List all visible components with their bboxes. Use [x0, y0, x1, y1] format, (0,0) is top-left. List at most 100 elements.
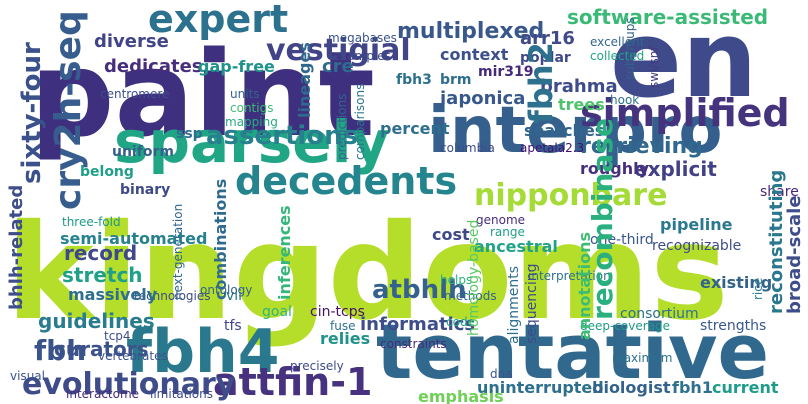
- word-interpro: interpro: [428, 94, 722, 168]
- word-recognizable: recognizable: [652, 238, 741, 254]
- word-technologies: technologies: [134, 289, 211, 303]
- word-atbhlh: atbhlh: [372, 275, 467, 305]
- word-context: context: [440, 45, 509, 64]
- word-explicit: explicit: [634, 157, 717, 181]
- word-megabases: megabases: [328, 31, 397, 45]
- word-brahma: brahma: [540, 76, 618, 97]
- word-curators: curators: [54, 337, 149, 361]
- word-units: units: [230, 87, 260, 101]
- word-attfin-1: attfin-1: [213, 360, 372, 404]
- word-sparsely: sparsely: [114, 108, 389, 176]
- word-share: share: [760, 184, 799, 200]
- word-dna: dna: [490, 367, 513, 381]
- word-semi-automated: semi-automated: [60, 229, 207, 248]
- word-sequencing: sequencing: [524, 264, 540, 345]
- word-cost: cost: [432, 225, 470, 244]
- word-broad-scale: broad-scale: [784, 195, 805, 314]
- word-simplified: simplified: [580, 91, 790, 135]
- word-ancestral: ancestral: [474, 237, 558, 256]
- word-diverse: diverse: [94, 31, 169, 52]
- word-predictions: predictions: [335, 94, 349, 160]
- word-ssp: ssp: [176, 126, 203, 142]
- word-annotations: annotations: [575, 232, 594, 340]
- word-vertebrates: vertebrates: [98, 349, 168, 363]
- word-maximum: maximum: [612, 351, 672, 365]
- word-binary: binary: [120, 182, 170, 198]
- word-cin-tcps: cin-tcps: [310, 304, 365, 320]
- word-fbh3: fbh3: [396, 72, 432, 88]
- word-inferences: inferences: [275, 205, 294, 300]
- word-precisely: precisely: [290, 359, 344, 373]
- word-retrieving: retrieving: [580, 134, 703, 159]
- word-bhlh-related: bhlh-related: [6, 185, 27, 310]
- word-rice: rice: [751, 278, 765, 300]
- word-percent: percent: [380, 119, 450, 138]
- word-belong: belong: [80, 164, 134, 180]
- word-genome: genome: [476, 213, 525, 227]
- word-one-third: one-third: [590, 232, 654, 248]
- word-goal: goal: [262, 304, 292, 320]
- word-sixty-four: sixty-four: [17, 42, 47, 184]
- word-uninterrupted: uninterrupted: [477, 378, 604, 397]
- word-biologist: biologist: [592, 378, 671, 397]
- word-ontology: ontology: [200, 283, 252, 297]
- word-tfs: tfs: [224, 318, 242, 334]
- word-nipponbare: nipponbare: [474, 178, 667, 213]
- word-limitations: limitations: [150, 387, 213, 401]
- word-software-assisted: software-assisted: [567, 5, 768, 29]
- word-visual: visual: [10, 369, 45, 383]
- word-fbh2: fbh2: [522, 42, 560, 124]
- word-hook: hook: [610, 93, 639, 107]
- word-current: current: [712, 378, 779, 397]
- word-homology-based: homology-based: [466, 220, 482, 336]
- word-excellent: excellent: [590, 35, 645, 49]
- word-columbia: columbia: [440, 141, 495, 155]
- word-strengths: strengths: [700, 318, 766, 334]
- word-methods: methods: [444, 289, 497, 303]
- word-constraints: constraints: [380, 337, 447, 351]
- word-vestigial: vestigial: [266, 33, 411, 68]
- word-informatics: informatics: [360, 314, 475, 335]
- word-swi-snf: swi/snf: [647, 46, 661, 88]
- word-tentative: tentative: [376, 307, 769, 396]
- word-reconstituting: reconstituting: [766, 170, 787, 314]
- word-poplar: poplar: [520, 50, 571, 66]
- word-apetala2.3: apetala2.3: [520, 141, 584, 155]
- word-comparisons: comparisons: [353, 84, 367, 160]
- word-japonica: japonica: [439, 88, 525, 109]
- word-uniform: uniform: [112, 144, 174, 160]
- word-expert: expert: [148, 0, 288, 41]
- word-three-fold: three-fold: [62, 215, 121, 229]
- word-cry2h-seq: cry2h-seq: [48, 10, 89, 210]
- word-centromere: centromere: [100, 87, 169, 101]
- word-kingdoms: kingdoms: [6, 196, 729, 350]
- word-emphasis: emphasis: [418, 387, 504, 404]
- word-examples: examples: [333, 49, 391, 63]
- word-relies: relies: [320, 329, 370, 348]
- word-next-generation: next-generation: [171, 204, 185, 300]
- word-lineages: lineages: [295, 42, 314, 118]
- word-arr16: arr16: [520, 28, 575, 49]
- word-recombinase: recombinase: [586, 118, 619, 320]
- word-code: code: [446, 315, 475, 329]
- word-existing: existing: [700, 273, 772, 292]
- word-en: en: [610, 0, 757, 121]
- word-searches: searches: [524, 121, 604, 140]
- word-dedicates: dedicates: [104, 56, 203, 77]
- word-mapping: mapping: [225, 115, 278, 129]
- word-deep-coverage: deep-coverage: [580, 319, 670, 333]
- word-interactome: interactome: [66, 387, 139, 401]
- word-cre: cre: [322, 56, 354, 77]
- word-paint: paint: [30, 25, 375, 163]
- word-guidelines: guidelines: [38, 309, 155, 333]
- word-alignments: alignments: [506, 266, 522, 344]
- word-tcp4: tcp4: [104, 329, 131, 343]
- word-helps: helps: [440, 273, 472, 287]
- word-gap-free: gap-free: [198, 57, 275, 76]
- word-contigs: contigs: [230, 101, 273, 115]
- word-fuse: fuse: [330, 319, 355, 333]
- word-multiplexed: multiplexed: [397, 19, 544, 44]
- word-brm: brm: [440, 72, 472, 88]
- word-decedents: decedents: [235, 159, 457, 203]
